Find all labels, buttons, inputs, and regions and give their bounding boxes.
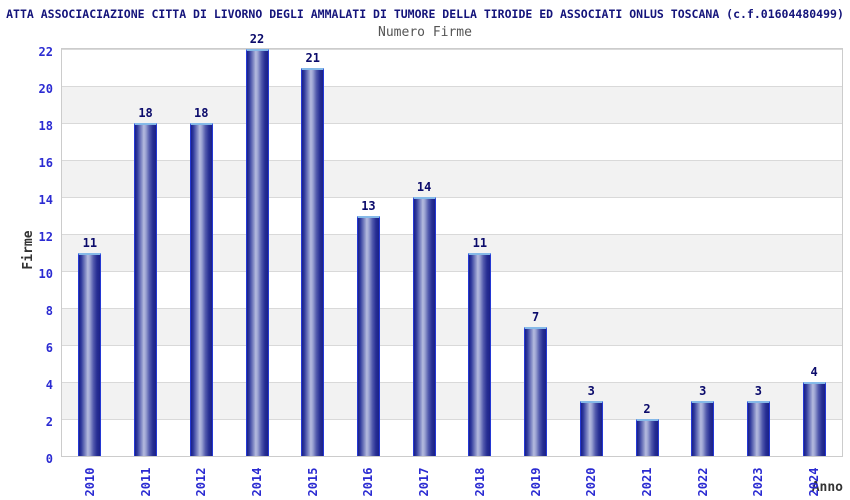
bar-2018: [468, 252, 492, 456]
x-tick-label-2010: 2010: [82, 467, 97, 497]
bar-2022: [691, 400, 715, 456]
y-tick-label-8: 8: [45, 304, 53, 318]
bar-value-label: 13: [361, 198, 376, 213]
x-tick-label-2012: 2012: [194, 467, 209, 497]
x-tick-label-2022: 2022: [695, 467, 710, 497]
x-tick-label-2014: 2014: [250, 467, 264, 497]
bar-value-label: 21: [305, 50, 320, 65]
y-tick-label-6: 6: [45, 341, 53, 355]
x-tick-label-2021: 2021: [640, 467, 654, 497]
y-tick-label-20: 20: [38, 82, 53, 96]
y-tick-label-2: 2: [45, 415, 53, 429]
bar-2017: [412, 197, 436, 456]
x-tick-label-2018: 2018: [472, 467, 487, 497]
plot-area: 11 18 18 22 21 13 14 11 7 3 2 3 3 4: [61, 32, 843, 457]
bar-value-label: 18: [194, 106, 209, 120]
x-tick-label-2011: 2011: [138, 467, 153, 497]
bar-value-label: 14: [416, 180, 432, 194]
x-tick-label-2020: 2020: [584, 467, 599, 497]
y-tick-label-12: 12: [38, 230, 53, 244]
x-tick-label-2023: 2023: [751, 467, 766, 497]
y-tick-label-4: 4: [45, 378, 53, 392]
bar-2021: [635, 419, 659, 456]
chart-title: Numero Firme: [378, 25, 472, 40]
bar-value-label: 7: [531, 309, 540, 324]
bar-value-label: 3: [754, 383, 763, 398]
x-tick-label-2017: 2017: [417, 467, 432, 497]
bar-value-label: 2: [643, 402, 651, 416]
bar-value-label: 11: [82, 235, 98, 250]
bar-2014: [245, 49, 269, 456]
y-tick-label-14: 14: [38, 193, 53, 207]
y-tick-label-10: 10: [38, 267, 53, 281]
page-title: ATTA ASSOCIACIAZIONE CITTA DI LIVORNO DE…: [6, 7, 844, 21]
bar-2010: [78, 252, 102, 456]
y-tick-label-16: 16: [38, 156, 53, 170]
bar-2024: [802, 382, 826, 456]
bar-2023: [746, 400, 770, 456]
bar-value-label: 18: [138, 106, 153, 120]
bar-2015: [301, 67, 325, 456]
bar-value-label: 11: [472, 235, 488, 250]
bar-2011: [134, 123, 158, 456]
y-tick-label-18: 18: [38, 119, 53, 133]
bar-value-label: 3: [587, 383, 595, 398]
bar-value-label: 22: [249, 32, 265, 46]
x-tick-label-2019: 2019: [528, 467, 543, 497]
x-tick-label-2024: 2024: [807, 467, 822, 497]
y-tick-label-22: 22: [38, 45, 53, 59]
x-tick-label-2016: 2016: [361, 467, 376, 497]
y-tick-label-0: 0: [45, 452, 53, 466]
x-axis-label: Anno: [811, 480, 843, 495]
bar-2020: [579, 400, 603, 456]
bar-2012: [189, 123, 213, 456]
bar-2016: [356, 215, 380, 456]
x-tick-label-2015: 2015: [305, 467, 320, 497]
bar-value-label: 3: [699, 383, 707, 398]
bar-value-label: 4: [810, 365, 818, 379]
bar-2019: [524, 326, 548, 456]
